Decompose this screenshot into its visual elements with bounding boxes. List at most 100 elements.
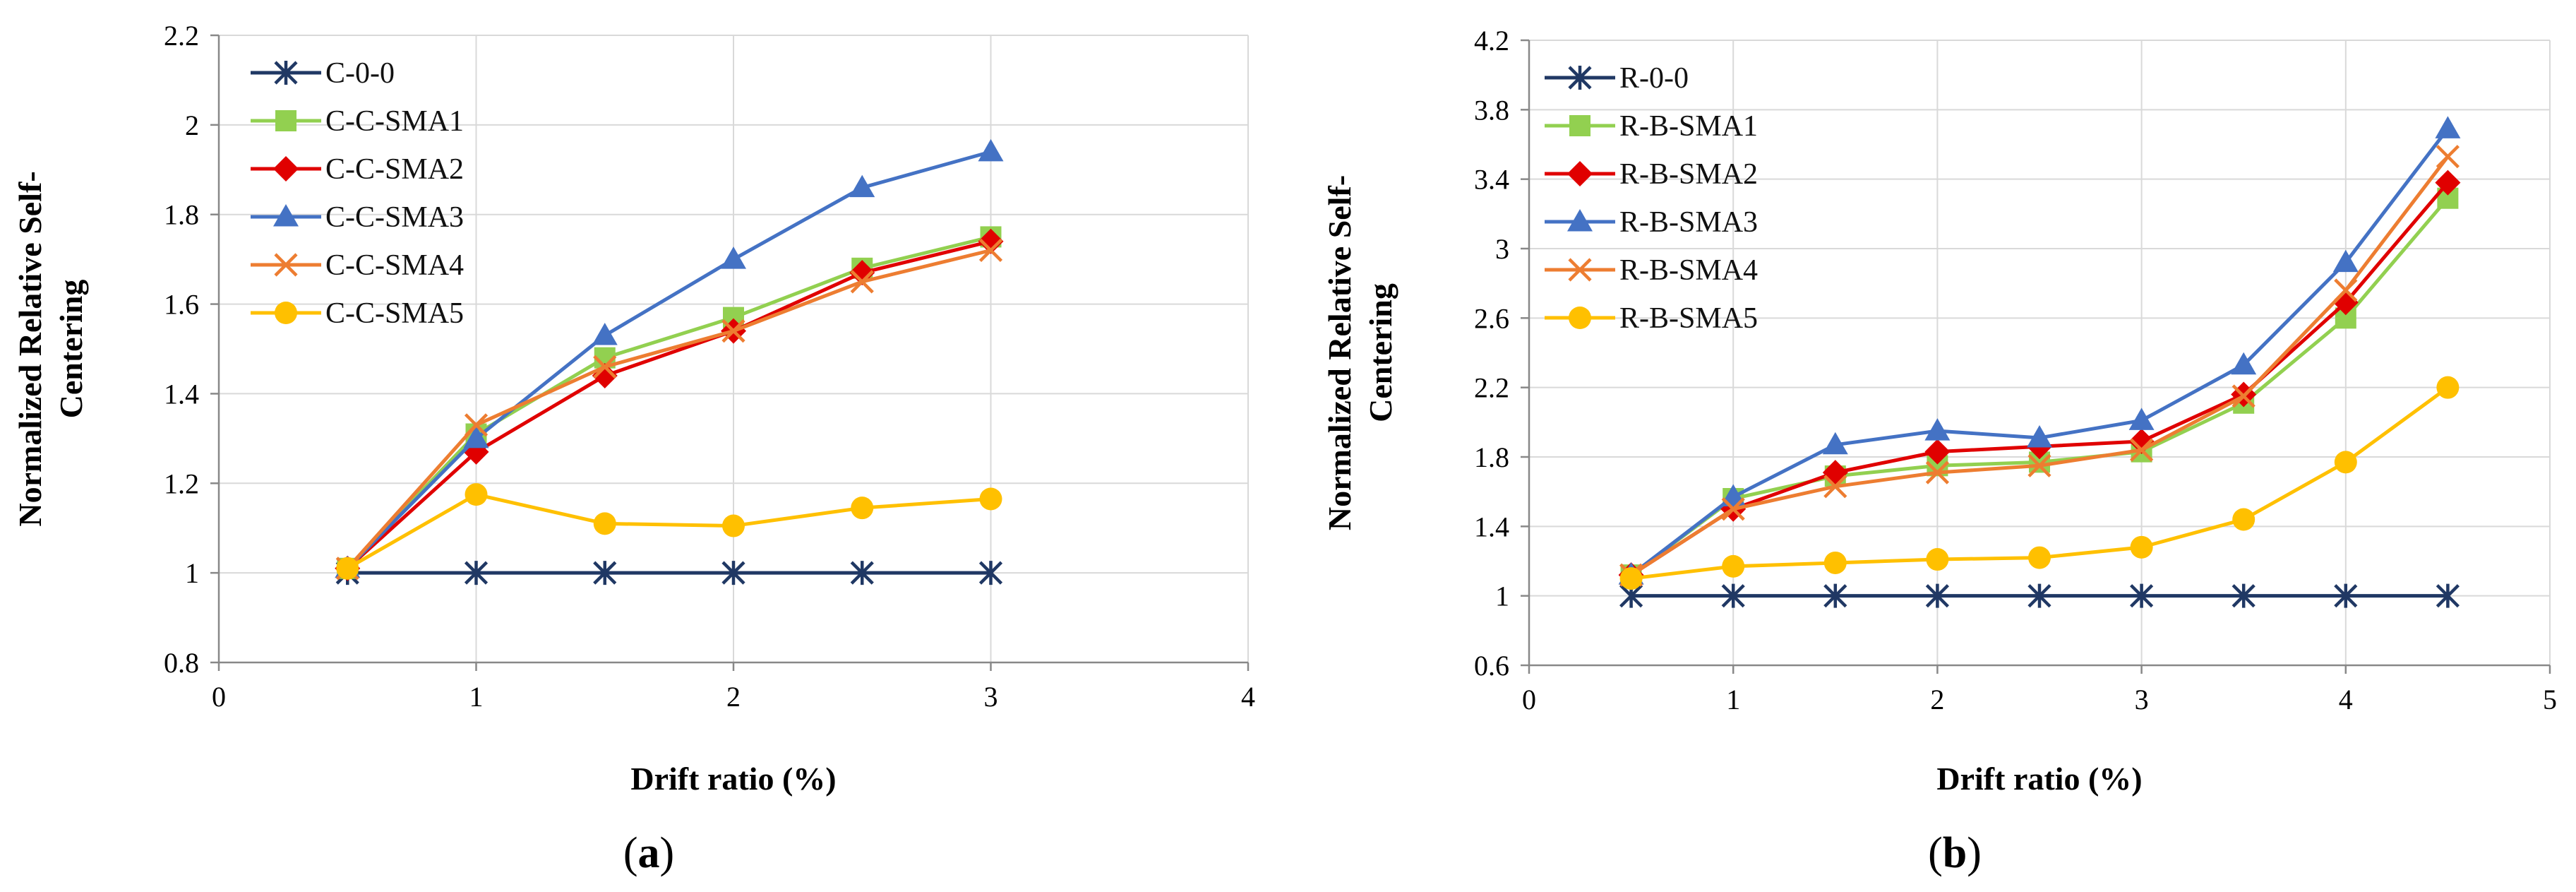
data-point <box>2130 438 2154 462</box>
data-point <box>593 561 617 585</box>
y-tick-label: 2 <box>185 109 199 141</box>
data-point <box>463 425 489 448</box>
x-tick-label: 5 <box>2543 684 2557 715</box>
data-point <box>2130 583 2154 608</box>
data-point <box>1924 439 1951 465</box>
y-tick-label: 2.2 <box>164 20 199 52</box>
data-point <box>593 355 617 379</box>
panel-label-letter: a <box>638 829 660 877</box>
legend-marker <box>1568 258 1592 282</box>
legend-marker <box>275 110 296 131</box>
data-point <box>849 174 875 198</box>
y-tick-label: 3.4 <box>1474 164 1509 196</box>
data-point <box>2231 352 2257 375</box>
data-point <box>593 512 616 535</box>
legend-label: C-C-SMA4 <box>325 249 464 282</box>
legend-marker <box>1567 209 1593 232</box>
legend-item: R-B-SMA5 <box>1545 302 1758 335</box>
y-tick-label: 3.8 <box>1474 94 1509 126</box>
legend-marker <box>1569 115 1590 136</box>
series-c-0-0 <box>335 561 1003 585</box>
y-tick-label: 3 <box>1495 233 1509 265</box>
panel-label-paren: ( <box>623 829 638 877</box>
data-point <box>1925 583 1949 608</box>
data-point <box>850 270 874 294</box>
x-tick-label: 4 <box>1241 681 1255 713</box>
legend-label: C-C-SMA3 <box>325 201 464 234</box>
x-tick-label: 0 <box>212 681 226 713</box>
series-line-c-c-sma2 <box>346 239 992 570</box>
panel-label-paren: ( <box>1928 829 1943 877</box>
x-tick-label: 0 <box>1522 684 1536 715</box>
gridlines-a <box>219 35 1249 662</box>
y-tick-label: 1 <box>1495 581 1509 612</box>
legend-marker <box>273 156 299 182</box>
data-point <box>978 138 1004 162</box>
data-point <box>1822 432 1848 455</box>
legend-item: R-B-SMA2 <box>1545 158 1758 191</box>
legend-marker <box>274 61 298 85</box>
series-c-c-sma4 <box>335 238 1003 581</box>
legend-marker <box>273 204 299 227</box>
data-point <box>1721 583 1745 608</box>
legend-label: C-C-SMA1 <box>325 105 464 138</box>
data-point <box>1823 583 1847 608</box>
data-point <box>464 561 489 585</box>
y-tick-label: 0.8 <box>164 647 199 679</box>
data-point <box>592 322 618 345</box>
data-point <box>1925 460 1949 484</box>
x-tick-label: 3 <box>984 681 998 713</box>
y-tick-label: 1.8 <box>164 199 199 231</box>
data-point <box>1619 567 1643 590</box>
legend-label: C-0-0 <box>325 57 395 90</box>
x-tick-label: 3 <box>2135 684 2149 715</box>
y-axis-label-line: Centering <box>1362 283 1398 422</box>
y-tick-label: 1.4 <box>1474 511 1509 542</box>
legend-item: R-B-SMA1 <box>1545 110 1758 143</box>
series-line-r-b-sma3 <box>1630 127 2450 577</box>
legend-label: C-C-SMA2 <box>325 153 464 186</box>
y-tick-label: 2.6 <box>1474 302 1509 334</box>
panel-label-paren: ) <box>660 829 675 877</box>
legend-label: R-B-SMA1 <box>1619 110 1758 143</box>
panel-label-paren: ) <box>1967 829 1982 877</box>
data-point <box>2128 408 2155 430</box>
data-point <box>2435 170 2461 196</box>
legend-label: R-B-SMA2 <box>1619 158 1758 191</box>
y-tick-label: 4.2 <box>1474 25 1509 57</box>
data-point <box>978 561 1003 585</box>
legend-marker <box>275 302 297 324</box>
data-point <box>2334 278 2358 302</box>
data-point <box>850 561 874 585</box>
legend-marker <box>1569 307 1591 329</box>
data-point <box>2436 583 2460 608</box>
data-point <box>979 487 1002 511</box>
series-c-c-sma5 <box>336 483 1002 580</box>
legend-item: C-C-SMA5 <box>251 297 464 330</box>
legend-label: C-C-SMA5 <box>325 297 464 330</box>
legend-item: C-C-SMA3 <box>251 201 464 234</box>
data-point <box>2334 583 2358 608</box>
chart-panel-b: 0 1 2 3 4 5 0.6 1 1.4 1.8 2.2 2.6 3 3.4 3.8 4.2 Drift ra… <box>1322 25 2557 877</box>
y-axis-label-line: Normalized Relative Self- <box>12 171 48 526</box>
x-tick-label: 1 <box>1726 684 1740 715</box>
series-line-c-c-sma4 <box>346 249 992 570</box>
legend-item: R-B-SMA3 <box>1545 206 1758 239</box>
chart-panel-a: 0 1 2 3 4 0.8 1 1.2 1.4 1.6 1.8 2 2.2 Drift ratio (%)… <box>12 20 1255 877</box>
data-point <box>722 514 745 537</box>
series-r-b-sma4 <box>1619 145 2460 587</box>
y-tick-label: 1.4 <box>164 378 199 410</box>
data-point <box>2232 508 2256 531</box>
data-point <box>1721 497 1745 521</box>
data-point <box>2130 535 2153 559</box>
data-point <box>1926 548 1949 571</box>
legend-item: C-C-SMA1 <box>251 105 464 138</box>
data-point <box>721 319 745 343</box>
legend-marker <box>1567 161 1593 186</box>
data-point <box>2231 583 2256 608</box>
legend-item: C-0-0 <box>251 57 395 90</box>
panel-label-letter: b <box>1943 829 1967 877</box>
data-point <box>2027 583 2051 608</box>
data-point <box>721 561 745 585</box>
